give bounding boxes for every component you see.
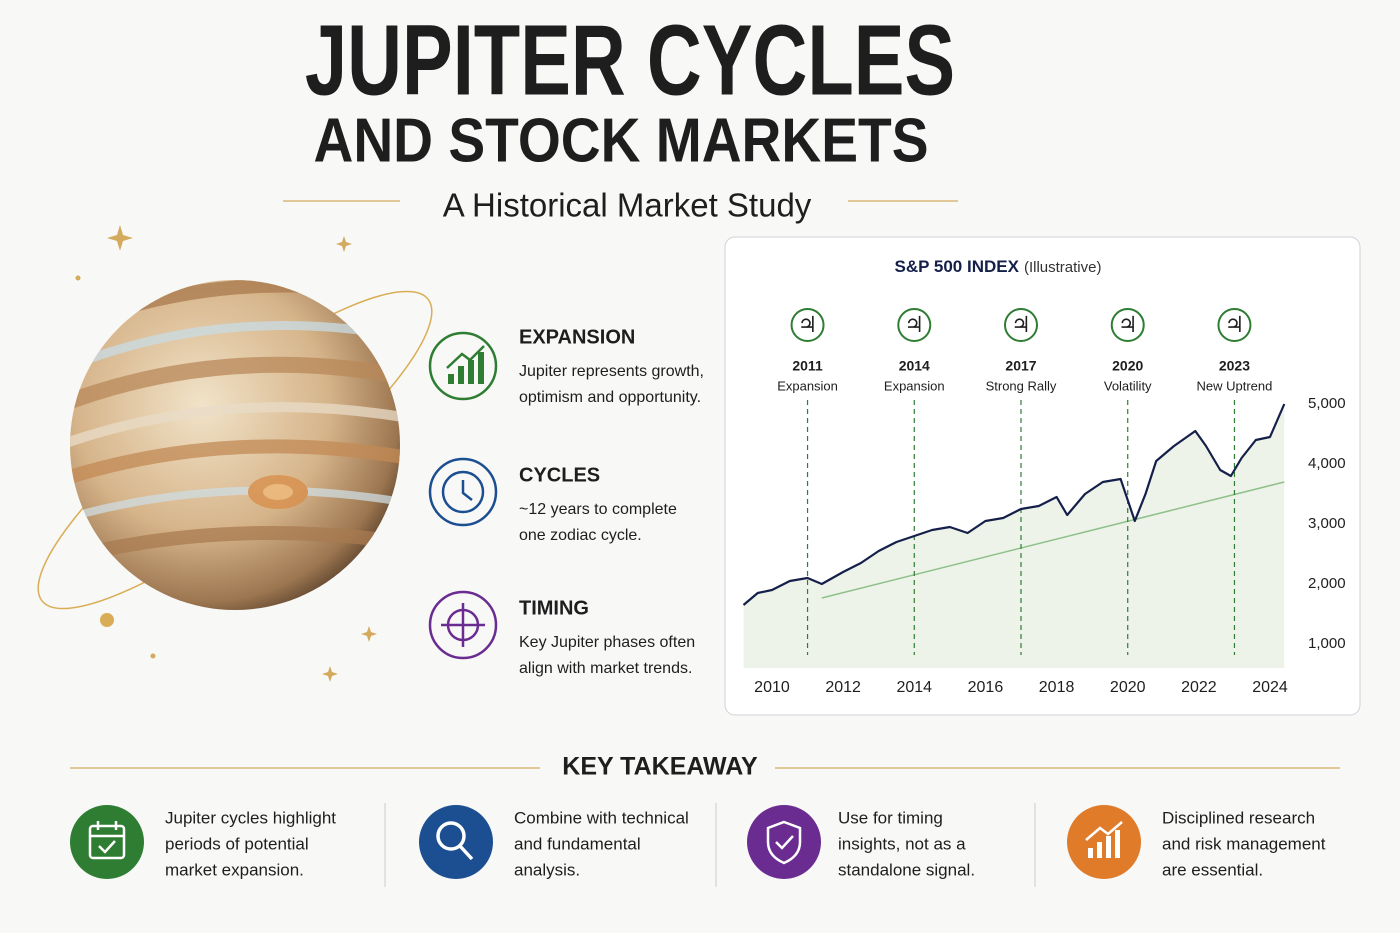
takeaway-text: market expansion. — [165, 860, 304, 879]
feature-text: one zodiac cycle. — [519, 527, 642, 544]
feature-text: Jupiter represents growth, — [519, 363, 704, 380]
feature-text: Key Jupiter phases often — [519, 634, 695, 651]
takeaway-title: KEY TAKEAWAY — [562, 753, 758, 781]
y-tick-label: 4,000 — [1308, 455, 1346, 472]
x-tick-label: 2012 — [825, 679, 861, 696]
takeaway-text: insights, not as a — [838, 834, 966, 853]
x-tick-label: 2014 — [896, 679, 932, 696]
takeaway-icons — [70, 805, 1141, 879]
x-tick-label: 2018 — [1039, 679, 1075, 696]
chart-subtitle: (Illustrative) — [1024, 259, 1102, 276]
y-tick-label: 1,000 — [1308, 635, 1346, 652]
plot: S&P 500 INDEX (Illustrative) ♃ 2011 Expansio… — [742, 257, 1346, 696]
dividers — [384, 803, 1036, 887]
event-label: Expansion — [884, 378, 945, 393]
feature-title: CYCLES — [519, 464, 600, 486]
event-label: Volatility — [1104, 378, 1152, 393]
takeaway-text: are essential. — [1162, 860, 1263, 879]
event-label: Expansion — [777, 378, 838, 393]
event-marker — [897, 308, 932, 342]
y-tick-label: 3,000 — [1308, 515, 1346, 532]
y-tick-label: 5,000 — [1308, 395, 1346, 412]
title-line2: AND STOCK MARKETS — [314, 106, 929, 175]
subtitle: A Historical Market Study — [443, 187, 812, 224]
event-year: 2017 — [1005, 358, 1036, 374]
event-label: New Uptrend — [1197, 378, 1273, 393]
x-tick-label: 2020 — [1110, 679, 1146, 696]
trend-line — [821, 481, 1285, 599]
event-marker — [1217, 308, 1252, 342]
feature-text: optimism and opportunity. — [519, 389, 701, 406]
event-symbol: ♃ — [904, 313, 924, 338]
event-symbol: ♃ — [1225, 313, 1245, 338]
event-year: 2020 — [1112, 358, 1143, 374]
chart-title-main: S&P 500 INDEX — [895, 257, 1020, 276]
stars — [75, 225, 377, 682]
takeaway-text: Combine with technical — [514, 808, 689, 827]
y-tick-label: 2,000 — [1308, 575, 1346, 592]
event-marker — [1110, 308, 1145, 342]
takeaway-text: analysis. — [514, 860, 580, 879]
feature-text: ~12 years to complete — [519, 501, 677, 518]
event-symbol: ♃ — [1011, 313, 1031, 338]
takeaway-text: and risk management — [1162, 834, 1326, 853]
event-label: Strong Rally — [986, 378, 1057, 393]
takeaway-text: Jupiter cycles highlight — [165, 808, 336, 827]
feature-title: EXPANSION — [519, 326, 635, 348]
event-marker — [1004, 308, 1038, 342]
takeaway-text: and fundamental — [514, 834, 641, 853]
event-year: 2023 — [1219, 358, 1250, 374]
takeaway-text: Use for timing — [838, 808, 943, 827]
event-year: 2014 — [899, 358, 930, 374]
chart-title: S&P 500 INDEX (Illustrative) — [895, 257, 1102, 276]
feature-icons — [428, 331, 498, 660]
feature-text: align with market trends. — [519, 660, 692, 677]
event-symbol: ♃ — [1118, 313, 1138, 338]
takeaway-text: standalone signal. — [838, 860, 975, 879]
x-tick-label: 2024 — [1252, 679, 1288, 696]
event-symbol: ♃ — [798, 313, 818, 338]
takeaway-text: Disciplined research — [1162, 808, 1315, 827]
event-year: 2011 — [792, 358, 823, 374]
x-tick-label: 2022 — [1181, 679, 1217, 696]
title: JUPITER CYCLES — [305, 4, 955, 115]
area — [743, 404, 1285, 668]
takeaway-text: periods of potential — [165, 834, 309, 853]
x-tick-label: 2016 — [968, 679, 1004, 696]
event-marker — [790, 308, 825, 342]
price-line — [742, 403, 1286, 606]
feature-title: TIMING — [519, 597, 589, 619]
x-tick-label: 2010 — [754, 679, 790, 696]
